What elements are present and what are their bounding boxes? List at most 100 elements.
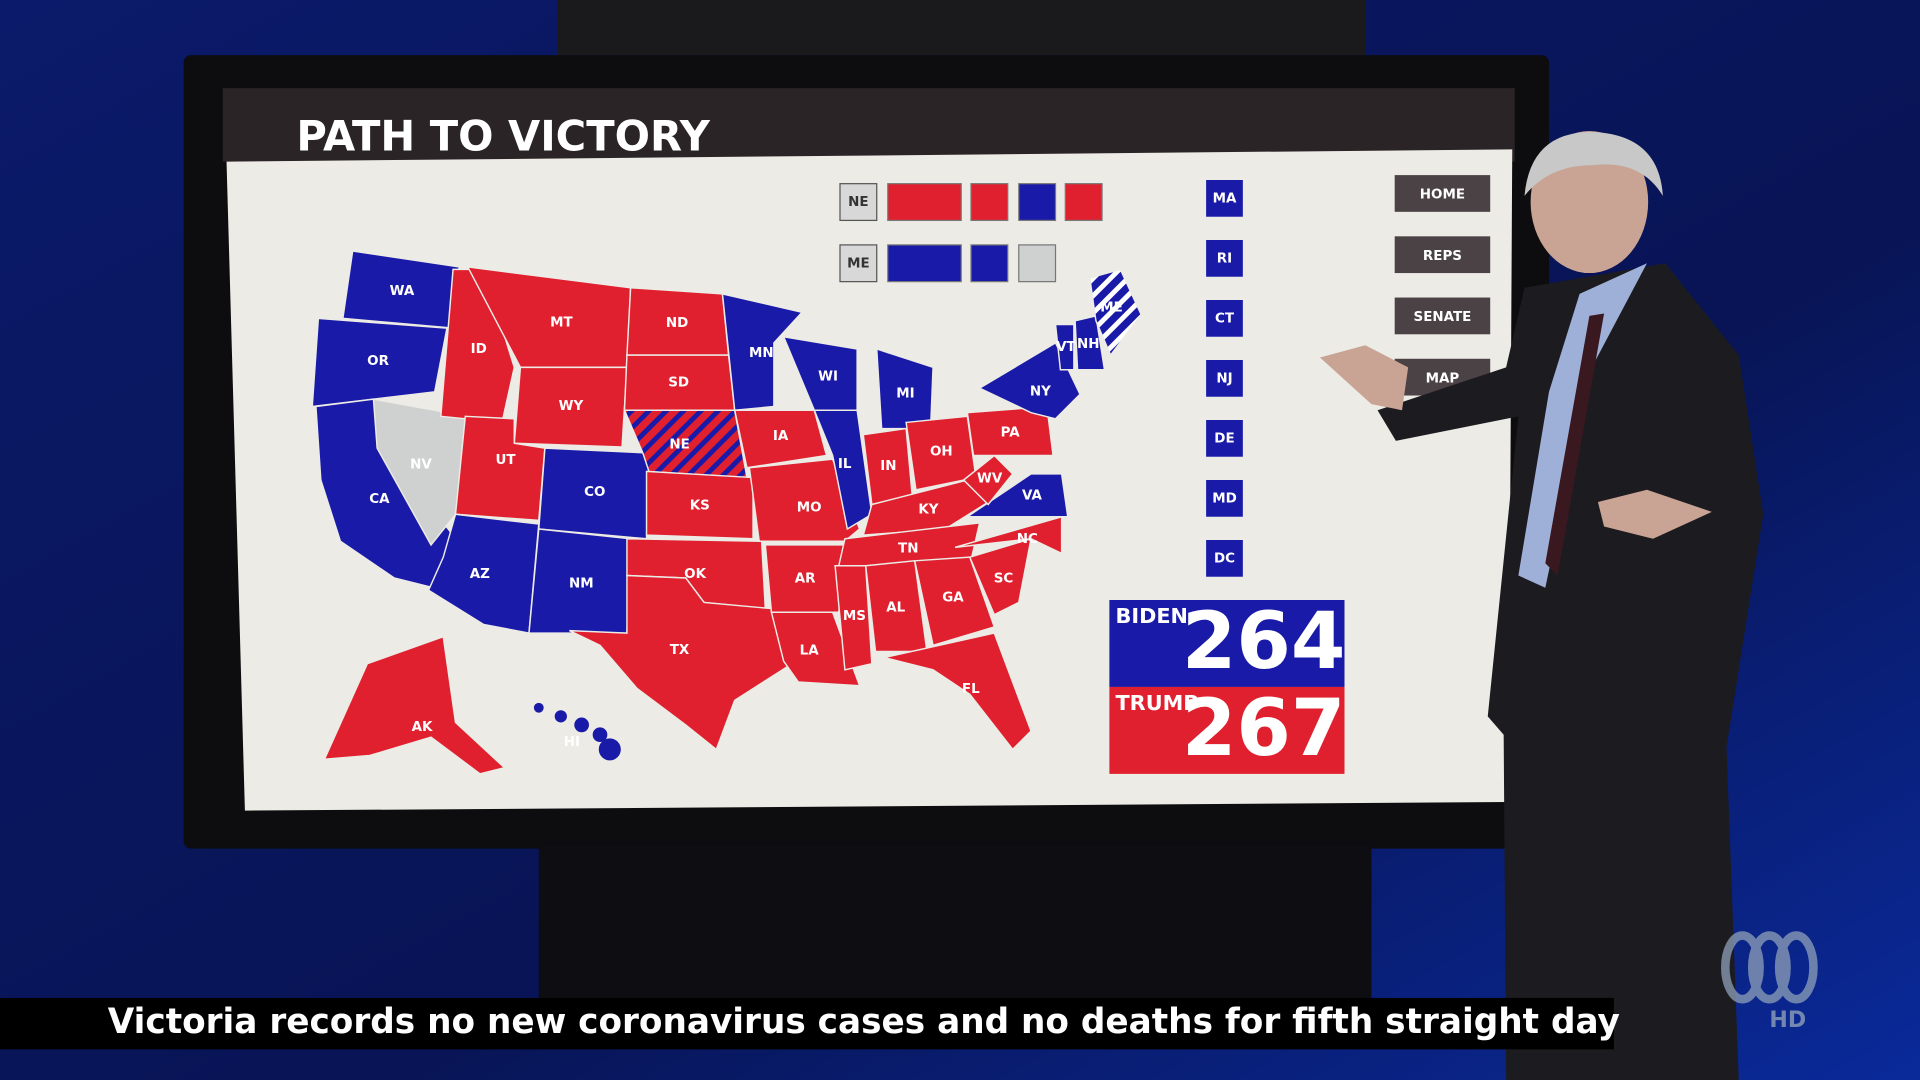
small-state-label: CT [1215,311,1235,326]
small-state-label: DE [1214,431,1234,446]
split-district[interactable] [887,244,962,283]
monitor-stand [538,844,1372,1005]
state-label: NC [1017,532,1038,547]
tally-name: BIDEN [1116,604,1188,628]
split-district[interactable] [970,244,1009,283]
state-label: WI [818,370,838,385]
state-label: MI [896,386,914,401]
nav-button-label: REPS [1423,249,1462,264]
state-label: OK [684,567,706,582]
state-shape [1074,315,1106,371]
state-label: MO [797,501,822,516]
split-district[interactable] [970,183,1009,222]
small-state-label: MD [1212,491,1237,506]
state-label: LA [800,644,820,659]
logo-text: HD [1769,1008,1806,1033]
state-label: GA [942,591,964,606]
state-shape [574,717,589,733]
state-shape [834,564,873,671]
small-state-box[interactable] [1206,240,1243,277]
state-label: HI [564,735,580,750]
state-label: VT [1056,340,1076,355]
nav-button[interactable] [1394,297,1491,335]
state-shape [598,738,621,761]
state-shape [733,409,828,469]
small-state-box[interactable] [1206,540,1243,577]
split-district[interactable] [1018,183,1057,222]
state-shape [883,632,1032,751]
state-label: WY [559,399,584,414]
state-label: IL [838,457,852,472]
state-shape [427,513,540,634]
small-state-box[interactable] [1206,180,1243,217]
state-shape [323,635,506,775]
split-district[interactable] [1064,183,1103,222]
small-state-label: MA [1213,191,1237,206]
small-state-box[interactable] [1206,360,1243,397]
split-district[interactable] [887,183,962,222]
state-label: IA [773,429,789,444]
state-label: SD [668,376,689,391]
state-label: ID [471,342,487,357]
state-label: WA [390,284,415,299]
nav-button-label: SENATE [1414,310,1472,325]
state-label: ME [1100,301,1123,316]
tally-value: 264 [1182,596,1346,687]
state-label: KY [918,502,938,517]
split-label: ME [847,256,870,271]
state-shape [311,317,448,408]
state-shape [1088,268,1143,357]
tally-name: TRUMP [1116,691,1199,715]
state-label: VA [1022,488,1042,503]
studio-prop [557,0,1366,56]
state-label: IN [880,459,896,474]
tally-box [1109,686,1345,774]
state-shape [533,702,544,713]
state-shape [748,458,861,542]
state-shape [962,454,1014,506]
state-label: ND [666,316,688,331]
state-label: NE [669,437,689,452]
state-label: AZ [470,567,490,582]
state-shape [966,405,1054,457]
state-label: UT [495,453,516,468]
state-label: MS [843,609,866,624]
tally-box [1109,600,1345,687]
small-state-label: NJ [1216,371,1232,386]
state-shape [770,611,861,687]
state-label: SC [994,571,1014,586]
screen-title: PATH TO VICTORY [296,112,710,161]
state-shape [592,727,608,743]
state-shape [862,479,996,536]
small-state-box[interactable] [1206,480,1243,517]
nav-button[interactable] [1394,175,1491,212]
state-label: NV [410,458,432,473]
split-label-box [839,244,878,283]
state-shape [954,515,1063,555]
state-shape [978,341,1081,420]
tally-value: 267 [1182,683,1346,774]
state-label: CO [584,485,605,500]
state-shape [964,473,1069,518]
nav-button[interactable] [1394,236,1491,274]
abc-logo [1721,931,1818,1004]
us-map: WA OR CA NV ID MT WY UT CO AZ NM ND SD NE KS OK TX MN IA MO… [311,250,1143,775]
state-label: MT [550,315,573,330]
split-district[interactable] [1018,244,1057,283]
state-label: OR [367,354,389,369]
presenter [1320,131,1764,1080]
state-shape [721,292,804,412]
state-shape [1054,323,1075,371]
split-label-box [839,183,878,222]
state-label: TN [898,541,918,556]
state-label: AK [412,720,433,735]
state-shape [968,537,1032,616]
state-label: TX [670,643,690,658]
small-state-box[interactable] [1206,420,1243,457]
state-shape [645,470,754,540]
state-label: KS [690,499,710,514]
small-state-box[interactable] [1206,300,1243,337]
nav-button-label: HOME [1420,188,1465,203]
